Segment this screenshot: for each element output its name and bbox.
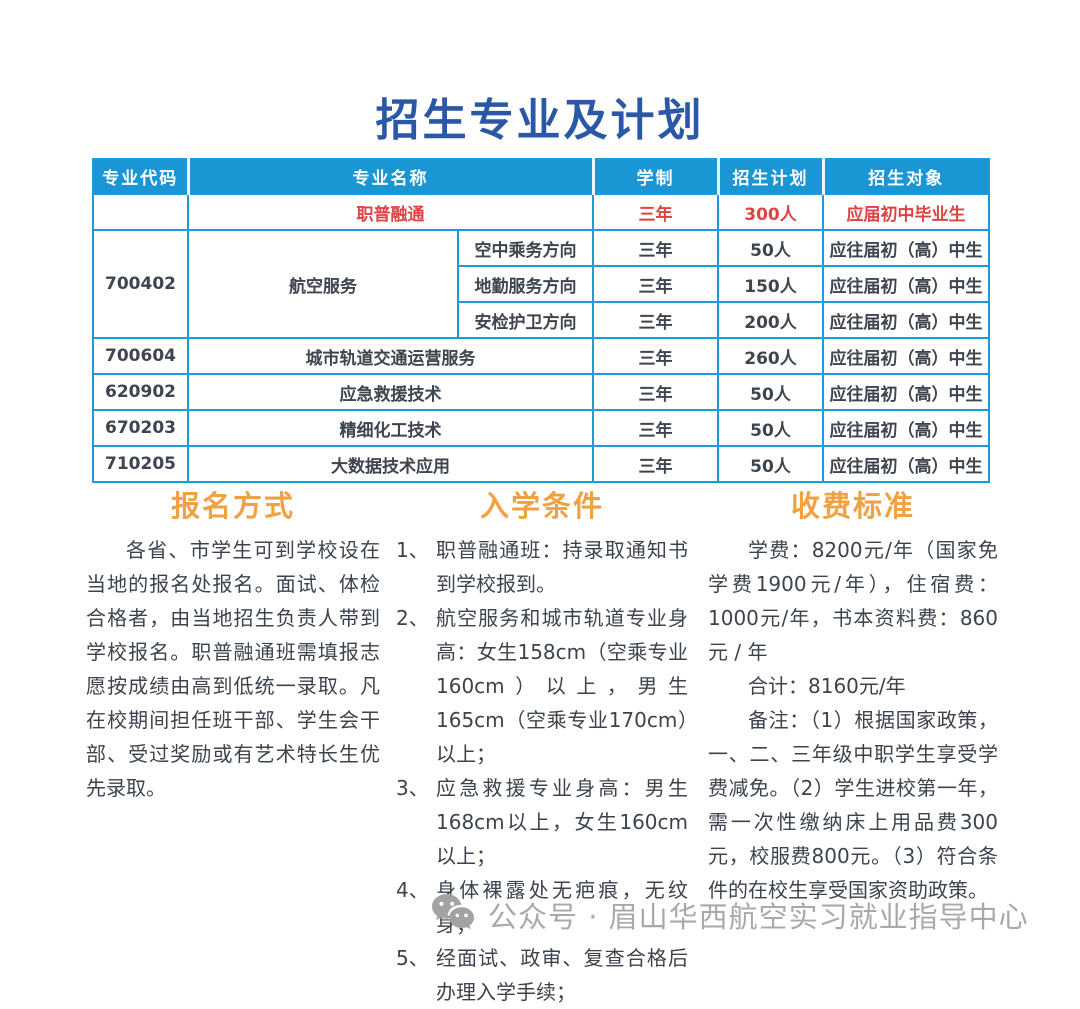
table-row-aviation-3: 安检护卫方向 三年 200人 应往届初（高）中生 [93, 301, 990, 339]
cell-duration: 三年 [592, 265, 719, 303]
admission-item: 3、 应急救援专业身高：男生168cm以上，女生160cm以上； [396, 771, 688, 873]
page-title: 招生专业及计划 [375, 95, 705, 146]
cell-plan: 200人 [717, 301, 824, 339]
registration-heading: 报名方式 [170, 489, 295, 523]
cell-duration: 三年 [592, 193, 719, 231]
cell-target: 应往届初（高）中生 [822, 445, 990, 483]
cell-target: 应往届初（高）中生 [822, 301, 990, 339]
footer: 公众号 · 眉山华西航空实习就业指导中心 [428, 890, 1029, 940]
cell-code: 700402 [92, 229, 189, 339]
cell-major-name: 城市轨道交通运营服务 [187, 337, 594, 375]
cell-duration: 三年 [592, 301, 719, 339]
admission-item: 5、 经面试、政审、复查合格后办理入学手续； [396, 941, 688, 1009]
cell-target: 应往届初（高）中生 [822, 373, 990, 411]
cell-major-name: 职普融通 [187, 193, 594, 231]
cell-plan: 150人 [717, 265, 824, 303]
item-number: 3、 [396, 776, 429, 800]
header-major-code: 专业代码 [92, 158, 189, 195]
item-text: 职普融通班：持录取通知书到学校报到。 [436, 538, 688, 596]
cell-code: 700604 [92, 337, 189, 375]
cell-plan: 50人 [717, 445, 824, 483]
table-row-fusion: 职普融通 三年 300人 应届初中毕业生 [92, 193, 990, 231]
cell-major-name: 大数据技术应用 [187, 445, 594, 483]
header-plan: 招生计划 [716, 158, 824, 195]
cell-plan: 300人 [717, 193, 824, 231]
item-text: 航空服务和城市轨道专业身高：女生158cm（空乘专业160cm）以上，男生165… [436, 606, 688, 766]
item-number: 4、 [396, 878, 429, 902]
item-number: 5、 [396, 946, 429, 970]
section-fees: 收费标准 学费：8200元/年（国家免学费1900元/年），住宿费：1000元/… [708, 483, 998, 907]
cell-major-name: 精细化工技术 [187, 409, 594, 447]
cell-code: 620902 [92, 373, 189, 411]
cell-target: 应往届初（高）中生 [822, 229, 990, 267]
table-row-aviation-1: 700402 航空服务 空中乘务方向 三年 50人 应往届初（高）中生 [92, 229, 990, 339]
table-row-aviation-2: 地勤服务方向 三年 150人 应往届初（高）中生 [93, 265, 990, 303]
cell-duration: 三年 [592, 337, 719, 375]
header-major-name: 专业名称 [186, 158, 594, 195]
item-number: 1、 [396, 538, 429, 562]
table-row: 700604 城市轨道交通运营服务 三年 260人 应往届初（高）中生 [92, 337, 990, 375]
fees-paragraph: 备注：（1）根据国家政策，一、二、三年级中职学生享受学费减免。（2）学生进校第一… [708, 708, 998, 902]
fees-heading: 收费标准 [790, 489, 915, 523]
cell-code: 670203 [92, 409, 189, 447]
fees-paragraph: 合计：8160元/年 [748, 674, 906, 698]
cell-duration: 三年 [592, 373, 719, 411]
cell-plan: 50人 [717, 373, 824, 411]
footer-text: 公众号 · 眉山华西航空实习就业指导中心 [488, 900, 1029, 934]
admission-item: 2、 航空服务和城市轨道专业身高：女生158cm（空乘专业160cm）以上，男生… [396, 601, 688, 771]
cell-target: 应往届初（高）中生 [822, 337, 990, 375]
cell-code-empty [92, 193, 189, 231]
item-text: 应急救援专业身高：男生168cm以上，女生160cm以上； [436, 776, 688, 868]
cell-duration: 三年 [592, 409, 719, 447]
header-target: 招生对象 [821, 158, 990, 195]
cell-duration: 三年 [592, 445, 719, 483]
cell-target: 应往届初（高）中生 [822, 409, 990, 447]
table-header-row: 专业代码 专业名称 学制 招生计划 招生对象 [92, 158, 990, 195]
cell-target: 应届初中毕业生 [822, 193, 990, 231]
cell-major-name: 应急救援技术 [187, 373, 594, 411]
cell-duration: 三年 [592, 229, 719, 267]
item-text: 经面试、政审、复查合格后办理入学手续； [436, 946, 688, 1004]
table-row: 620902 应急救援技术 三年 50人 应往届初（高）中生 [92, 373, 990, 411]
admission-item: 1、 职普融通班：持录取通知书到学校报到。 [396, 533, 688, 601]
admission-heading: 入学条件 [479, 489, 604, 523]
table-row: 670203 精细化工技术 三年 50人 应往届初（高）中生 [92, 409, 990, 447]
registration-paragraph: 各省、市学生可到学校设在当地的报名处报名。面试、体检合格者，由当地招生负责人带到… [86, 538, 380, 800]
cell-target: 应往届初（高）中生 [822, 265, 990, 303]
wechat-icon [428, 890, 478, 940]
cell-direction: 地勤服务方向 [457, 265, 594, 303]
cell-major-name: 航空服务 [187, 229, 459, 339]
header-duration: 学制 [591, 158, 719, 195]
enrollment-table: 专业代码 专业名称 学制 招生计划 招生对象 职普融通 三年 300人 应届初中… [92, 158, 990, 483]
cell-direction: 空中乘务方向 [457, 229, 594, 267]
item-number: 2、 [396, 606, 429, 630]
cell-plan: 50人 [717, 409, 824, 447]
cell-code: 710205 [92, 445, 189, 483]
cell-plan: 260人 [717, 337, 824, 375]
fees-paragraph: 学费：8200元/年（国家免学费1900元/年），住宿费：1000元/年，书本资… [708, 538, 998, 664]
cell-plan: 50人 [717, 229, 824, 267]
section-registration: 报名方式 各省、市学生可到学校设在当地的报名处报名。面试、体检合格者，由当地招生… [86, 483, 380, 805]
cell-direction: 安检护卫方向 [457, 301, 594, 339]
table-row: 710205 大数据技术应用 三年 50人 应往届初（高）中生 [92, 445, 990, 483]
